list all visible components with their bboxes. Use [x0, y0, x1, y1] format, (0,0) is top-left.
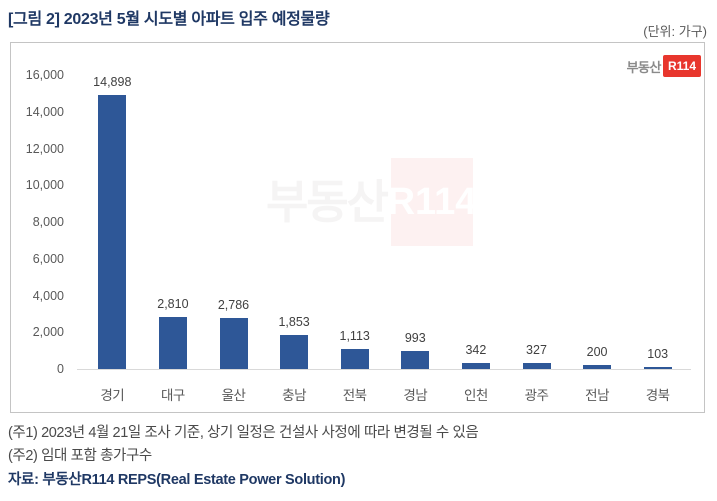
- y-tick-label: 10,000: [25, 178, 64, 193]
- footnote-1: (주1) 2023년 4월 21일 조사 기준, 상기 일정은 건설사 사정에 …: [8, 425, 479, 441]
- bar-전북: [340, 348, 369, 369]
- x-category-label: 경기: [100, 388, 125, 403]
- bar-value-label: 327: [526, 342, 547, 357]
- x-category-label: 울산: [221, 388, 246, 403]
- r114-logo-text: 부동산: [626, 59, 662, 75]
- bar-value-label: 2,810: [157, 297, 189, 312]
- x-category-label: 대구: [160, 388, 185, 403]
- y-tick-label: 12,000: [25, 141, 64, 156]
- y-tick-label: 16,000: [25, 68, 64, 82]
- bar-충남: [280, 334, 309, 369]
- y-tick-label: 6,000: [32, 251, 64, 266]
- x-category-label: 경남: [403, 388, 428, 403]
- x-category-label: 충남: [282, 388, 307, 403]
- bar-전남: [583, 365, 612, 369]
- bar-인천: [461, 362, 490, 369]
- footnote-2: (주2) 임대 포함 총가구수: [8, 448, 152, 464]
- bar-value-label: 1,853: [278, 314, 310, 329]
- bar-value-label: 14,898: [93, 75, 132, 90]
- y-tick-label: 0: [57, 362, 64, 376]
- x-category-label: 인천: [463, 388, 488, 403]
- footnotes: (주1) 2023년 4월 21일 조사 기준, 상기 일정은 건설사 사정에 …: [8, 422, 479, 492]
- bar-경기: [98, 95, 127, 369]
- bar-광주: [522, 362, 551, 369]
- bar-경남: [401, 350, 430, 369]
- figure-title: [그림 2] 2023년 5월 시도별 아파트 입주 예정물량: [8, 11, 330, 28]
- unit-label: (단위: 가구): [643, 24, 707, 39]
- bar-대구: [158, 317, 187, 369]
- bar-value-label: 2,786: [217, 297, 250, 312]
- r114-watermark-badge: R114: [388, 158, 476, 246]
- x-category-label: 전남: [585, 388, 610, 403]
- r114-watermark: 부동산 R114: [266, 158, 476, 246]
- r114-logo-badge: R114: [662, 55, 701, 77]
- bar-value-label: 993: [404, 330, 426, 345]
- source-line: 자료: 부동산R114 REPS(Real Estate Power Solut…: [8, 472, 346, 488]
- y-tick-label: 4,000: [32, 288, 64, 303]
- r114-logo: 부동산 R114: [627, 55, 701, 77]
- r114-watermark-text: 부동산: [266, 176, 389, 228]
- x-category-label: 전북: [342, 388, 367, 403]
- bar-value-label: 200: [586, 345, 608, 360]
- bar-경북: [643, 367, 672, 369]
- y-tick-label: 14,000: [25, 104, 64, 119]
- x-category-label: 광주: [524, 388, 549, 403]
- bar-value-label: 1,113: [339, 328, 370, 343]
- x-axis-line: [77, 369, 691, 370]
- y-tick-label: 2,000: [32, 325, 64, 340]
- bar-value-label: 342: [465, 342, 487, 357]
- x-category-label: 경북: [645, 388, 670, 403]
- chart-area: 부동산 R114 부동산 R114 0 2,000 4,000 6,000 8,000 1…: [10, 42, 705, 413]
- bar-value-label: 103: [647, 347, 669, 362]
- bar-울산: [219, 317, 248, 369]
- y-tick-label: 8,000: [32, 215, 64, 229]
